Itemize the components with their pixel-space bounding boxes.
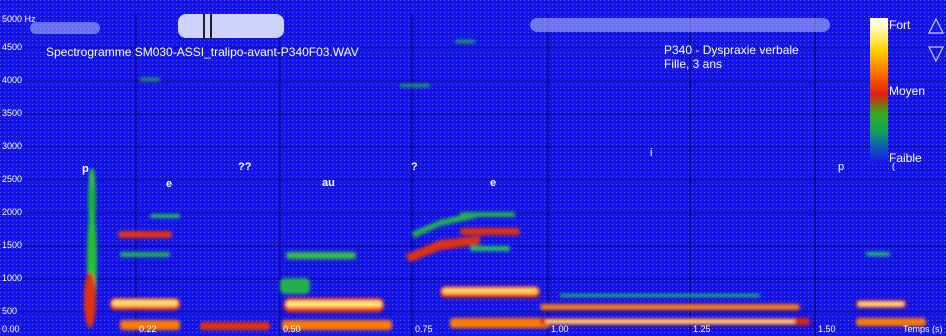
segment-label: ? bbox=[411, 161, 418, 173]
y-axis-label: 5000 Hz bbox=[2, 14, 36, 24]
segment-label: i bbox=[650, 147, 653, 159]
x-axis-label: 1.50 bbox=[818, 324, 836, 334]
scroll-up-arrow-icon[interactable] bbox=[928, 18, 944, 34]
y-axis-label: 3000 bbox=[2, 141, 23, 151]
y-axis-label: 4000 bbox=[2, 75, 23, 85]
y-axis-label: 4500 bbox=[2, 42, 23, 52]
y-axis-label: 3500 bbox=[2, 108, 23, 118]
obscured-area bbox=[530, 18, 830, 32]
legend-high-label: Fort bbox=[889, 18, 911, 32]
x-axis-label: 1.25 bbox=[693, 324, 711, 334]
obscured-area bbox=[30, 22, 100, 34]
segment-label: e bbox=[490, 177, 497, 189]
legend-mid-label: Moyen bbox=[889, 84, 926, 98]
y-axis-label: 1000 bbox=[2, 273, 23, 283]
y-axis-label: 2500 bbox=[2, 174, 23, 184]
y-axis-label: 0.00 bbox=[2, 324, 20, 334]
file-title: Spectrogramme SM030-ASSI_tralipo-avant-P… bbox=[46, 45, 359, 59]
scroll-down-arrow-icon[interactable] bbox=[928, 46, 944, 62]
patient-line-2: Fille, 3 ans bbox=[664, 57, 723, 71]
x-axis-label: 1.00 bbox=[551, 324, 569, 334]
y-axis-label: 500 bbox=[2, 306, 18, 316]
y-axis-label: 1500 bbox=[2, 240, 23, 250]
segment-label: ?? bbox=[238, 161, 252, 173]
segment-label: p bbox=[82, 163, 89, 175]
x-axis-label: 0.75 bbox=[415, 324, 433, 334]
obscured-toolbar bbox=[178, 14, 284, 38]
segment-label: e bbox=[166, 178, 173, 190]
segment-label: ( bbox=[892, 161, 895, 171]
x-axis-unit: Temps (s) bbox=[903, 324, 943, 334]
x-axis-label: 0.50 bbox=[283, 324, 301, 334]
segment-label: p bbox=[838, 161, 845, 173]
y-axis-label: 2000 bbox=[2, 207, 23, 217]
time-cursor-right[interactable] bbox=[210, 14, 212, 40]
segment-label: au bbox=[322, 177, 335, 189]
legend-low-label: Faible bbox=[889, 151, 922, 165]
time-cursor[interactable] bbox=[203, 14, 205, 40]
patient-line-1: P340 - Dyspraxie verbale bbox=[664, 43, 799, 57]
patient-info: P340 - Dyspraxie verbale Fille, 3 ans bbox=[664, 43, 799, 71]
x-axis-label: 0.22 bbox=[139, 324, 157, 334]
intensity-legend bbox=[870, 18, 888, 164]
